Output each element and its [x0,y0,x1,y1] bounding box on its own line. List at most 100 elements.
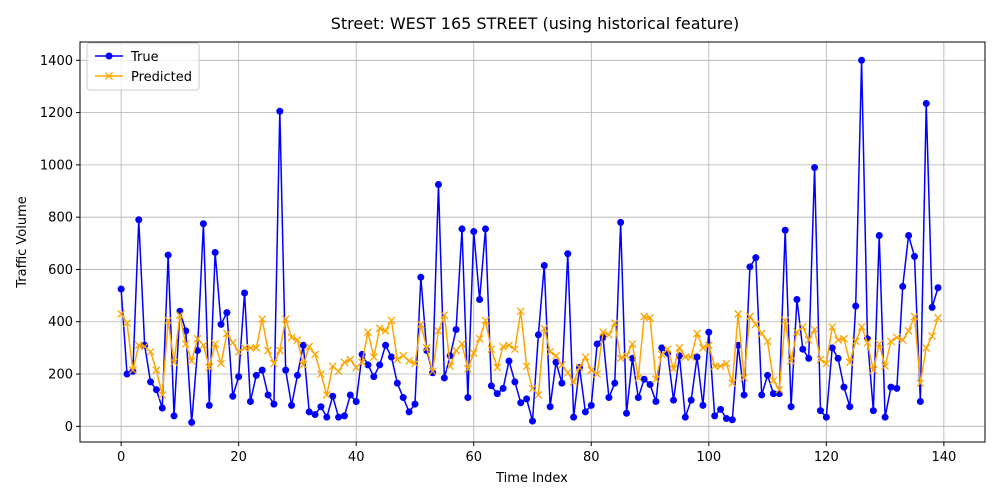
data-point-predicted [146,347,155,356]
data-point-predicted [552,351,560,360]
data-point-predicted [381,326,390,335]
data-point-predicted [587,366,596,375]
data-point-true [440,374,448,382]
legend-box [86,42,200,91]
data-point-predicted [205,363,214,372]
data-point-true [611,379,619,387]
data-point-predicted [728,379,737,388]
data-point-true [135,216,143,224]
data-point-predicted [299,360,308,369]
data-point-predicted [781,316,790,325]
data-point-predicted [240,343,249,352]
data-point-true [758,391,766,399]
y-axis-label: Traffic Volume [15,196,30,289]
data-point-predicted [622,351,631,360]
data-point-predicted [440,311,449,320]
data-point-true [705,328,713,336]
data-point-predicted [810,325,819,334]
data-point-true [293,371,301,379]
data-point-predicted [411,359,419,368]
data-point-predicted [869,366,878,375]
data-point-predicted [193,334,202,343]
data-point-predicted [934,313,942,322]
data-point-predicted [152,366,161,375]
data-point-true [276,107,284,115]
data-point-predicted [463,364,472,373]
data-point-true [399,394,407,402]
data-point-true [270,400,278,408]
data-point-predicted [857,323,866,331]
data-point-true [711,412,719,420]
data-point-predicted [722,359,731,368]
x-tick-label: 100 [696,450,721,465]
data-point-true [487,382,495,390]
legend-marker-true [105,52,113,60]
data-point-true [299,341,307,349]
y-tick-label: 1400 [40,54,73,69]
data-point-true [828,344,836,352]
data-point-predicted [563,368,572,377]
data-point-true [329,392,337,400]
data-point-predicted [170,358,178,367]
data-point-predicted [228,338,237,347]
y-tick-label: 1000 [40,158,73,173]
data-point-true [869,407,877,415]
data-point-true [458,225,466,233]
data-point-predicted [540,324,549,333]
data-point-predicted [569,377,578,386]
data-point-true [335,413,343,421]
data-point-true [205,401,213,409]
data-point-predicted [845,358,854,367]
x-tick-label: 80 [583,450,600,465]
data-point-true [258,366,266,374]
data-point-predicted [181,340,190,348]
data-point-true [241,289,249,297]
data-point-true [811,163,819,171]
data-point-true [858,56,866,64]
data-point-true [305,408,313,416]
data-point-predicted [575,363,584,372]
data-point-predicted [516,307,525,316]
data-point-predicted [234,347,243,356]
data-point-true [793,296,801,304]
x-tick-label: 120 [814,450,839,465]
data-point-true [117,285,125,293]
data-point-predicted [745,312,754,321]
data-point-predicted [628,340,637,348]
data-point-true [634,394,642,402]
legend-label-true: True [130,50,159,65]
data-point-predicted [117,309,126,318]
data-point-true [352,397,360,405]
x-tick-label: 60 [465,450,482,465]
data-point-predicted [375,324,384,333]
data-point-true [340,412,348,420]
data-point-true [199,220,207,228]
data-point-predicted [663,345,672,354]
data-point-predicted [610,319,619,328]
data-point-predicted [928,332,937,341]
data-point-predicted [922,343,931,352]
data-point-true [693,353,701,361]
data-point-predicted [546,347,555,356]
data-point-predicted [693,329,702,338]
data-point-predicted [493,363,502,372]
data-point-true [552,358,560,366]
data-point-true [775,390,783,398]
data-point-predicted [881,362,890,371]
data-point-predicted [458,340,466,348]
data-point-predicted [892,333,901,342]
data-point-true [452,326,460,334]
data-point-true [434,180,442,188]
data-point-predicted [487,345,496,354]
data-point-true [887,383,895,391]
data-point-predicted [287,333,296,342]
data-point-predicted [505,341,513,350]
data-point-true [670,396,678,404]
data-point-predicted [358,358,367,367]
data-point-true [746,263,754,271]
data-point-predicted [123,319,131,328]
data-point-true [540,262,548,270]
data-point-predicted [305,342,314,351]
data-point-predicted [698,343,707,352]
data-point-true [570,413,578,421]
